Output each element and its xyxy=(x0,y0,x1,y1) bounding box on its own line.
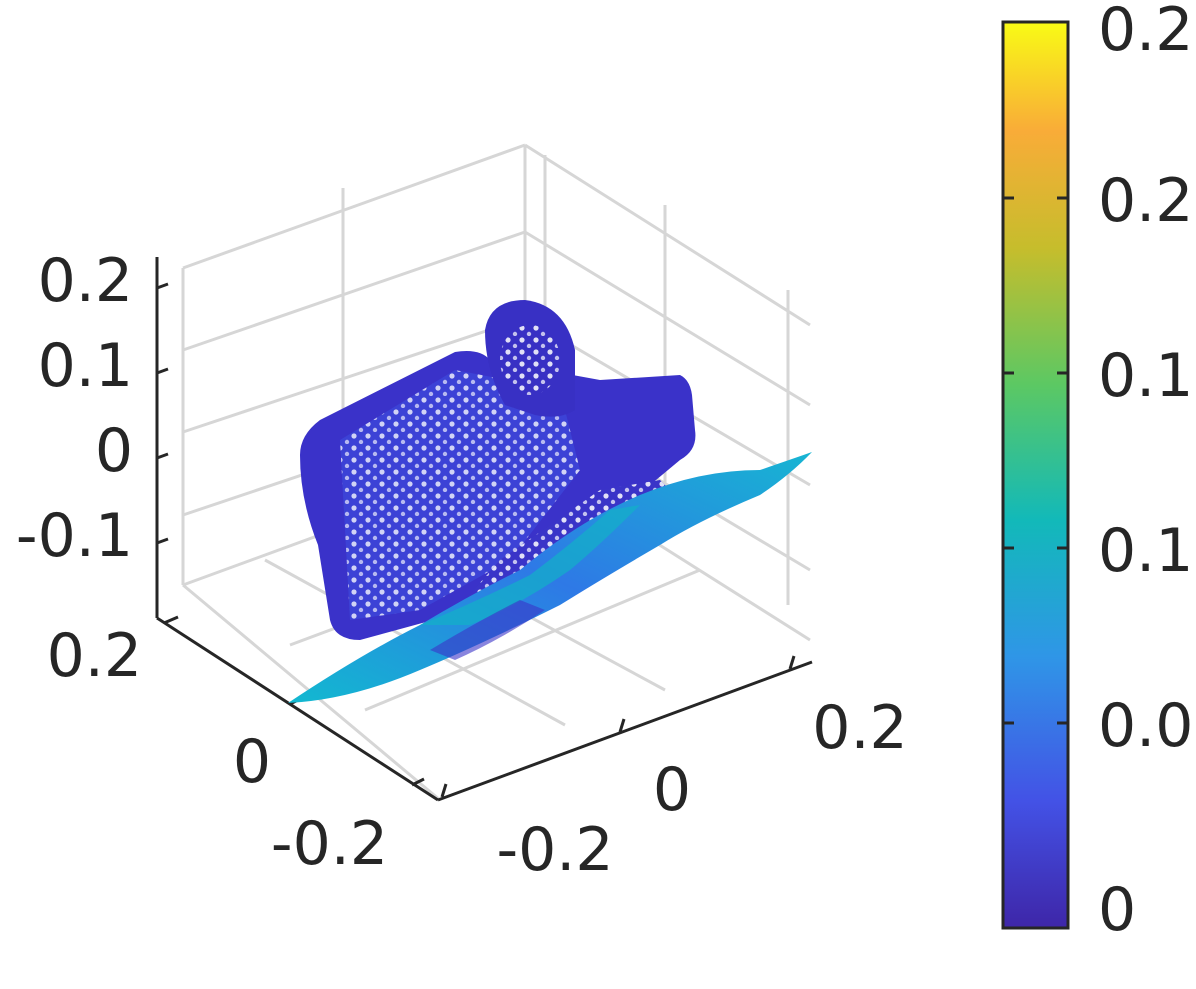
colorbar-tick-label: 0 xyxy=(1098,875,1136,945)
colorbar-tick-label: 0.1 xyxy=(1098,516,1193,586)
colorbar-tick-label: 0.1 xyxy=(1098,341,1193,411)
colorbar-gradient xyxy=(1001,20,1070,930)
y-axis-line xyxy=(156,616,439,802)
y-tick-labels: 0.2 0 -0.2 xyxy=(47,621,388,879)
z-tick-labels: 0.2 0.1 0 -0.1 xyxy=(16,246,133,571)
x-tick-label: -0.2 xyxy=(496,815,613,885)
sheet-surface xyxy=(288,452,812,703)
z-tick-label: 0 xyxy=(95,416,133,486)
colorbar-tick-label: 0.2 xyxy=(1098,166,1193,236)
colorbar: 0.2 0.2 0.1 0.1 0.0 0 xyxy=(1001,0,1193,945)
y-tick-label: -0.2 xyxy=(271,809,388,879)
colorbar-tick-label: 0.2 xyxy=(1098,0,1193,65)
axes xyxy=(155,257,813,802)
x-tick-label: 0 xyxy=(653,755,691,825)
z-tick-label: 0.2 xyxy=(38,246,133,316)
y-tick-label: 0.2 xyxy=(47,621,142,691)
y-tick-label: 0 xyxy=(233,727,271,797)
x-tick-labels: -0.2 0 0.2 xyxy=(496,693,907,885)
colorbar-tick-label: 0.0 xyxy=(1098,691,1193,761)
z-tick-label: -0.1 xyxy=(16,501,133,571)
x-tick-label: 0.2 xyxy=(812,693,907,763)
x-axis-line xyxy=(437,660,813,802)
z-tick-label: 0.1 xyxy=(38,331,133,401)
